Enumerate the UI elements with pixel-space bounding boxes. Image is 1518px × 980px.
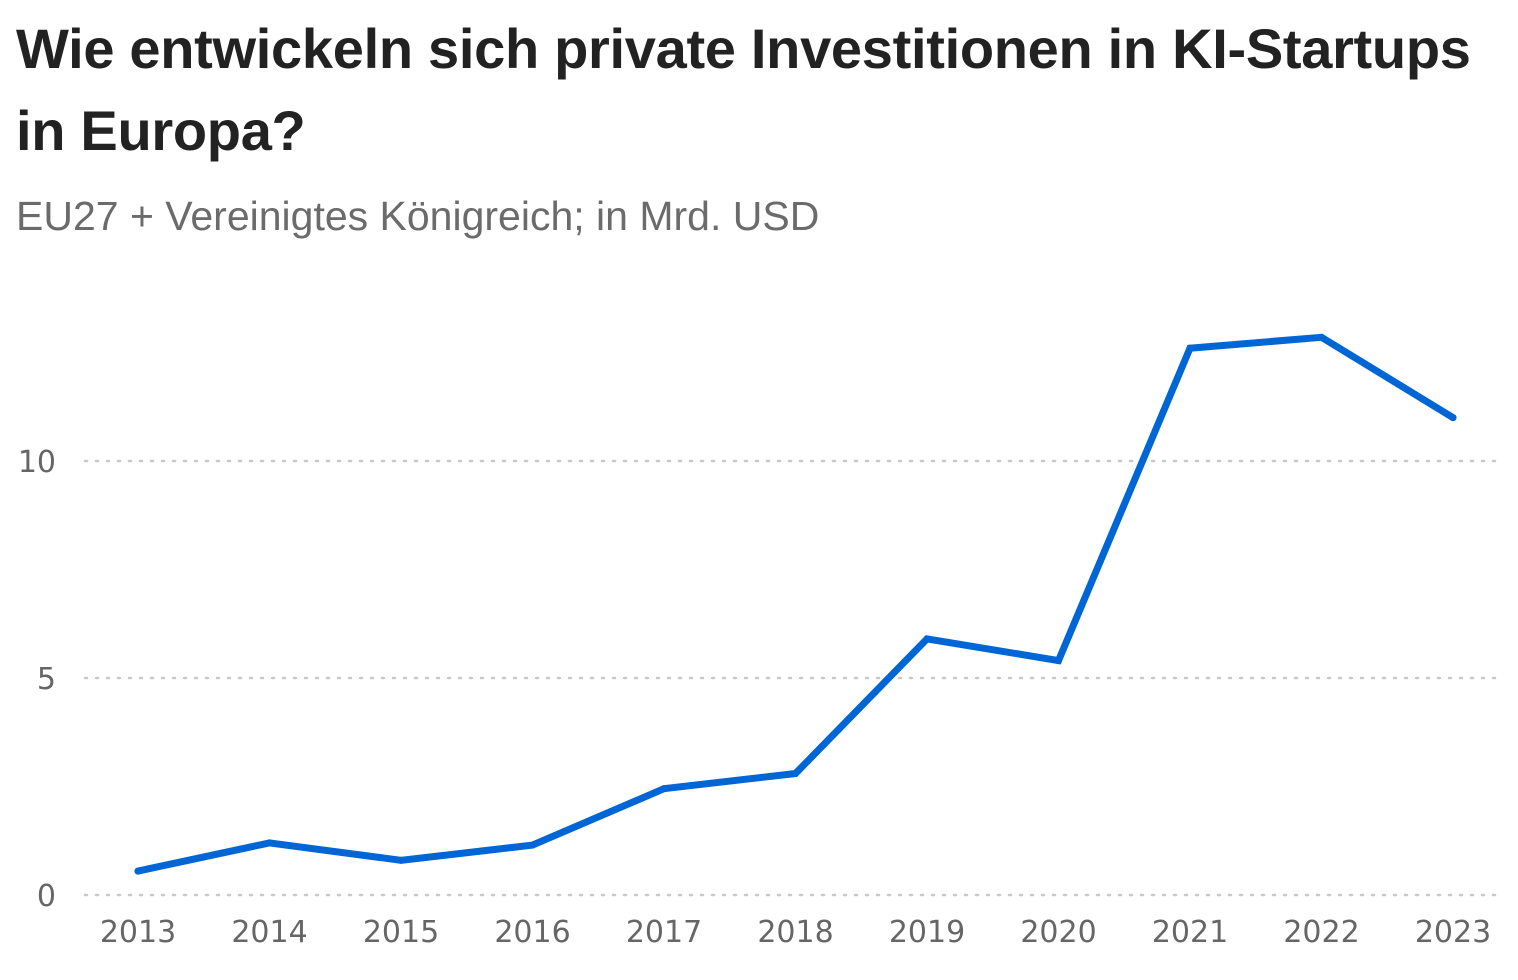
x-tick-label: 2020 (1020, 915, 1096, 950)
y-tick-label: 0 (37, 879, 56, 914)
data-point-2023 (1449, 414, 1457, 422)
data-point-2016 (529, 841, 536, 849)
data-point-2017 (660, 785, 668, 793)
chart-title: Wie entwickeln sich private Investitione… (16, 17, 1471, 162)
y-axis-ticks: 0 5 10 (18, 445, 56, 914)
data-point-2022 (1318, 333, 1325, 341)
x-tick-label: 2018 (757, 915, 833, 950)
chart-subtitle: EU27 + Vereinigtes Königreich; in Mrd. U… (16, 193, 820, 239)
data-point-2013 (134, 867, 142, 875)
y-tick-label: 5 (37, 662, 56, 697)
x-axis-ticks: 2013 2014 2015 2016 2017 2018 2019 2020 2021 2022… (100, 915, 1491, 950)
data-point-2015 (397, 856, 405, 864)
x-tick-label: 2023 (1415, 915, 1491, 950)
y-tick-label: 10 (18, 445, 56, 480)
data-point-2020 (1055, 657, 1062, 665)
x-tick-label: 2017 (626, 915, 702, 950)
x-tick-label: 2013 (100, 915, 176, 950)
data-point-2021 (1186, 344, 1194, 352)
x-tick-label: 2016 (494, 915, 570, 950)
x-tick-label: 2014 (231, 915, 307, 950)
series-layer (134, 333, 1457, 875)
data-point-2014 (266, 839, 273, 847)
x-tick-label: 2019 (889, 915, 965, 950)
data-point-2019 (923, 635, 931, 643)
gridlines (83, 459, 1504, 897)
data-point-2018 (792, 769, 799, 777)
x-tick-label: 2021 (1152, 915, 1228, 950)
x-tick-label: 2015 (363, 915, 439, 950)
series-line-0 (134, 333, 1457, 875)
x-tick-label: 2022 (1283, 915, 1359, 950)
